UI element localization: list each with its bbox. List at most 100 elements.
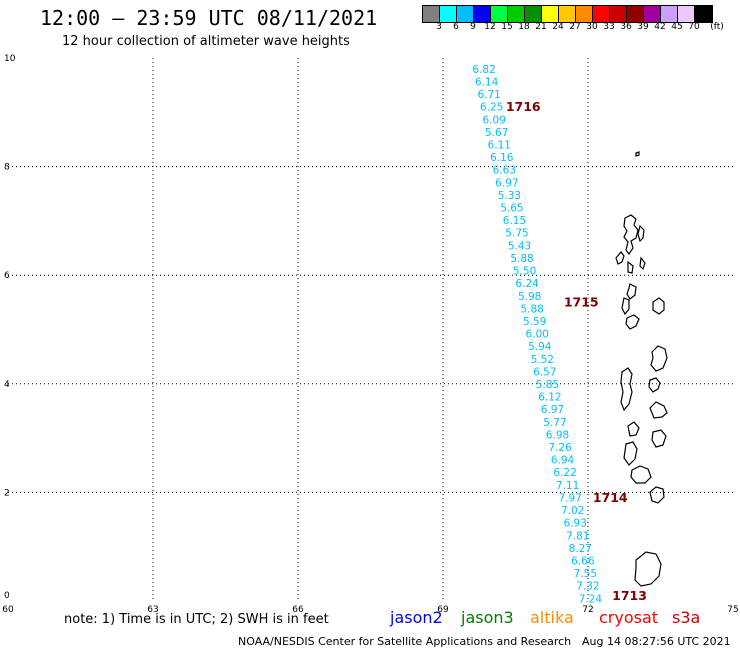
y-tick-label: 6 xyxy=(4,271,10,281)
colorbar-tick-label: 18 xyxy=(518,22,530,32)
wave-height-value: 6.14 xyxy=(475,76,499,88)
wave-height-value: 6.97 xyxy=(495,177,518,189)
colorbar-tick-label: 30 xyxy=(586,22,598,32)
x-tick-label: 72 xyxy=(582,605,593,615)
island-outline xyxy=(620,367,633,412)
wave-height-value: 6.25 xyxy=(480,102,503,114)
x-tick-label: 75 xyxy=(727,605,738,615)
map-subtitle: 12 hour collection of altimeter wave hei… xyxy=(62,34,350,49)
wave-height-value: 6.57 xyxy=(533,366,556,378)
colorbar-tick-label: 42 xyxy=(654,22,666,32)
colorbar-tick-label: 70 xyxy=(688,22,700,32)
colorbar-cell xyxy=(627,6,644,22)
wave-height-value: 6.97 xyxy=(541,404,564,416)
wave-height-value: 5.65 xyxy=(500,203,523,215)
wave-height-value: 7.81 xyxy=(566,530,589,542)
x-tick-label: 63 xyxy=(147,605,158,615)
island-outline xyxy=(652,297,665,315)
colorbar-cell xyxy=(423,6,440,22)
wave-height-value: 5.85 xyxy=(536,379,559,391)
wave-height-value: 5.88 xyxy=(510,253,533,265)
colorbar-cell xyxy=(542,6,559,22)
colorbar-cell xyxy=(661,6,678,22)
legend-entry-altika: altika xyxy=(530,608,574,627)
wave-height-value: 5.52 xyxy=(531,354,554,366)
island-outline xyxy=(639,256,646,271)
wave-height-value: 5.43 xyxy=(508,240,531,252)
island-outline xyxy=(649,401,668,419)
colorbar-tick-label: 39 xyxy=(637,22,649,32)
footer-source: NOAA/NESDIS Center for Satellite Applica… xyxy=(238,635,572,648)
wave-height-value: 7.32 xyxy=(576,581,599,593)
wave-height-value: 6.15 xyxy=(503,215,526,227)
pass-time-labels: 1716 1715 1714 1713 xyxy=(506,99,647,603)
colorbar-tick-label: 21 xyxy=(535,22,547,32)
y-tick-label: 10 xyxy=(4,54,16,64)
wave-height-value: 6.93 xyxy=(564,518,587,530)
wave-height-value: 7.24 xyxy=(579,593,603,605)
pass-time-label: 1715 xyxy=(564,294,599,309)
wave-height-value: 7.26 xyxy=(548,442,572,454)
colorbar-cell xyxy=(678,6,695,22)
axis-tick-labels: 60 63 66 69 72 75 0 2 4 6 8 10 xyxy=(2,54,738,615)
wave-height-value: 5.94 xyxy=(528,341,552,353)
island-outline xyxy=(615,251,625,265)
units-note: note: 1) Time is in UTC; 2) SWH is in fe… xyxy=(64,612,329,627)
colorbar-tick-label: 27 xyxy=(569,22,581,32)
wave-height-value: 6.24 xyxy=(515,278,539,290)
map-title: 12:00 – 23:59 UTC 08/11/2021 xyxy=(40,6,378,30)
map-grid xyxy=(8,58,733,601)
wave-height-colorbar xyxy=(422,5,713,23)
island-outline xyxy=(637,224,645,243)
y-tick-label: 8 xyxy=(4,163,10,173)
legend-entry-cryosat: cryosat xyxy=(599,608,659,627)
wave-height-value: 5.50 xyxy=(513,266,536,278)
pass-time-label: 1713 xyxy=(612,588,647,603)
wave-height-value: 6.71 xyxy=(477,89,500,101)
colorbar-tick-label: 3 xyxy=(436,22,442,32)
wave-height-value: 7.97 xyxy=(558,492,581,504)
wave-height-value: 5.59 xyxy=(523,316,546,328)
island-outline xyxy=(649,486,665,504)
colorbar-cell xyxy=(440,6,457,22)
colorbar-tick-label: 36 xyxy=(620,22,632,32)
island-outline xyxy=(621,297,630,316)
colorbar-cell xyxy=(525,6,542,22)
wave-height-value: 6.22 xyxy=(553,467,576,479)
colorbar-cell xyxy=(593,6,610,22)
legend-entry-jason3: jason3 xyxy=(461,608,514,627)
wave-height-value: 6.94 xyxy=(551,455,575,467)
y-tick-label: 2 xyxy=(4,488,10,498)
y-tick-label: 4 xyxy=(4,380,10,390)
y-tick-label: 0 xyxy=(4,591,10,601)
wave-height-value: 6.12 xyxy=(538,392,561,404)
wave-height-value: 7.02 xyxy=(561,505,584,517)
island-outline xyxy=(630,465,652,484)
colorbar-tick-label: 12 xyxy=(484,22,496,32)
wave-height-value: 5.77 xyxy=(543,417,566,429)
wave-height-value: 5.98 xyxy=(518,291,541,303)
colorbar-tick-label: 9 xyxy=(470,22,476,32)
island-outline xyxy=(626,283,637,300)
wave-height-value: 6.16 xyxy=(490,152,514,164)
wave-height-value: 8.27 xyxy=(569,543,592,555)
colorbar-tick-label: 33 xyxy=(603,22,615,32)
footer-timestamp: Aug 14 08:27:56 UTC 2021 xyxy=(582,635,731,648)
colorbar-cell xyxy=(644,6,661,22)
coastline-maldives xyxy=(615,151,668,587)
island-outline xyxy=(635,151,640,157)
wave-height-value: 6.82 xyxy=(472,64,495,76)
legend-entry-s3a: s3a xyxy=(672,608,701,627)
wave-height-value: 6.09 xyxy=(483,114,506,126)
island-outline xyxy=(650,345,668,372)
colorbar-cell xyxy=(508,6,525,22)
wave-height-value: 5.88 xyxy=(520,303,543,315)
jason2-track: 6.826.146.716.256.095.676.116.166.636.97… xyxy=(472,64,602,605)
colorbar-cell xyxy=(559,6,576,22)
x-tick-label: 69 xyxy=(437,605,449,615)
island-outline xyxy=(651,429,667,448)
colorbar-cell xyxy=(474,6,491,22)
colorbar-tick-label: 45 xyxy=(671,22,683,32)
x-tick-label: 60 xyxy=(2,605,14,615)
